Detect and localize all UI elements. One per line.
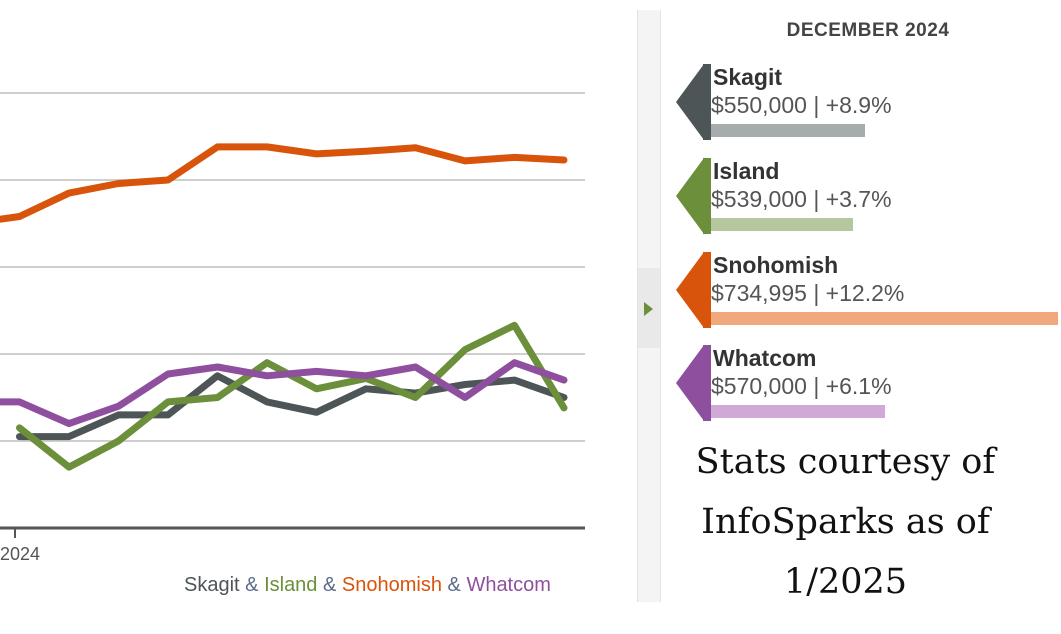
county-bar bbox=[711, 405, 885, 418]
panel-collapse-handle[interactable] bbox=[638, 268, 660, 348]
county-bar bbox=[711, 312, 1058, 325]
courtesy-line-1: Stats courtesy of bbox=[695, 442, 996, 482]
county-stat: $570,000 | +6.1% bbox=[711, 373, 892, 399]
legend-separator: & bbox=[245, 574, 259, 596]
series-line-island bbox=[16, 321, 568, 471]
chevron-right-icon bbox=[644, 302, 653, 316]
legend-item-whatcom[interactable]: Whatcom bbox=[466, 574, 551, 596]
pointer-arrow-icon bbox=[676, 158, 704, 234]
legend-item-skagit[interactable]: Skagit bbox=[184, 574, 240, 596]
panel-divider bbox=[637, 10, 661, 602]
series-line-skagit bbox=[16, 372, 568, 441]
series-line-whatcom bbox=[0, 359, 568, 428]
pointer-arrow-icon bbox=[676, 345, 704, 421]
county-name: Skagit bbox=[713, 64, 783, 90]
county-card-snohomish[interactable]: Snohomish $734,995 | +12.2% bbox=[676, 252, 1061, 338]
legend-item-island[interactable]: Island bbox=[264, 574, 318, 596]
legend-item-snohomish[interactable]: Snohomish bbox=[341, 574, 442, 596]
courtesy-note: Stats courtesy of InfoSparks as of 1/202… bbox=[668, 432, 1023, 612]
pointer-stem bbox=[703, 158, 711, 234]
county-card-whatcom[interactable]: Whatcom $570,000 | +6.1% bbox=[676, 345, 1061, 431]
county-name: Whatcom bbox=[713, 345, 817, 371]
chart-plot bbox=[0, 92, 585, 538]
county-stat: $539,000 | +3.7% bbox=[711, 186, 892, 212]
courtesy-line-3: 1/2025 bbox=[783, 562, 908, 602]
county-stat: $550,000 | +8.9% bbox=[711, 92, 892, 118]
county-card-island[interactable]: Island $539,000 | +3.7% bbox=[676, 158, 1061, 244]
panel-title: DECEMBER 2024 bbox=[786, 20, 950, 41]
legend-separator: & bbox=[323, 574, 337, 596]
legend-separator: & bbox=[447, 574, 461, 596]
county-bar bbox=[711, 124, 865, 137]
pointer-stem bbox=[703, 345, 711, 421]
courtesy-line-2: InfoSparks as of bbox=[701, 502, 990, 542]
county-card-skagit[interactable]: Skagit $550,000 | +8.9% bbox=[676, 64, 1061, 150]
county-name: Island bbox=[713, 158, 780, 184]
series-line-snohomish bbox=[0, 143, 568, 223]
pointer-stem bbox=[703, 252, 711, 328]
county-stat: $734,995 | +12.2% bbox=[711, 280, 905, 306]
pointer-arrow-icon bbox=[676, 252, 704, 328]
line-chart: 2024 Skagit & Island & Snohomish & Whatc… bbox=[0, 92, 585, 597]
county-bar bbox=[711, 218, 853, 231]
chart-legend: Skagit & Island & Snohomish & Whatcom bbox=[184, 574, 551, 597]
pointer-arrow-icon bbox=[676, 64, 704, 140]
x-tick-label-2024: 2024 bbox=[0, 544, 41, 564]
county-name: Snohomish bbox=[713, 252, 839, 278]
pointer-stem bbox=[703, 64, 711, 140]
